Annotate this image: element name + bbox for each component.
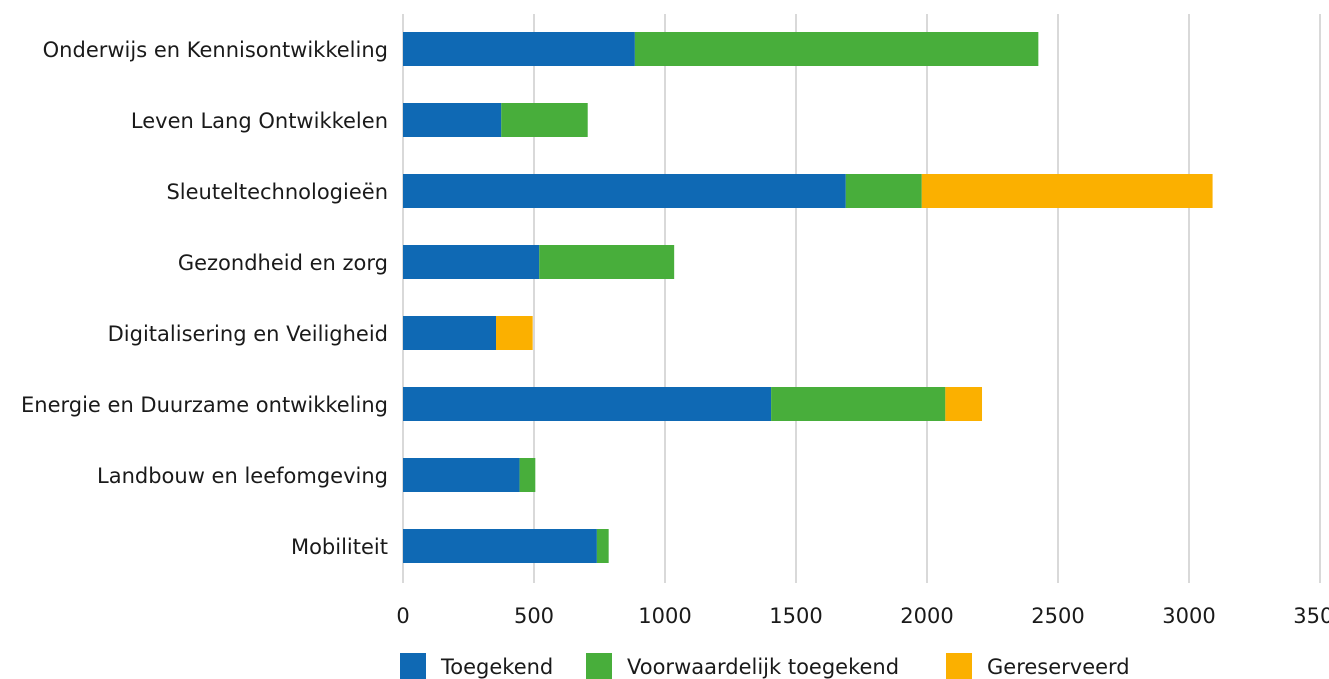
bar-segment [403,316,497,350]
bar-segment [519,458,536,492]
x-tick-label: 2500 [1031,604,1084,628]
bar-segment [596,529,609,563]
category-label: Leven Lang Ontwikkelen [131,109,388,133]
bar-segment [403,245,540,279]
category-label: Digitalisering en Veiligheid [108,322,388,346]
legend: Toegekend Voorwaardelijk toegekend Gereser… [400,653,1130,679]
bar-segment [921,174,1213,208]
category-labels: Onderwijs en Kennisontwikkeling Leven Lan… [21,38,388,559]
gridlines [402,14,1321,583]
legend-swatch [946,653,972,679]
bar-segment [539,245,675,279]
bar-segment [403,103,502,137]
bar-segment [403,387,772,421]
bar-segment [945,387,983,421]
legend-label: Gereserveerd [987,655,1130,679]
bar-segment [403,458,520,492]
bar-segment [496,316,533,350]
legend-swatch [400,653,426,679]
bar-segment [845,174,922,208]
bar-segment [771,387,946,421]
x-tick-label: 1500 [769,604,822,628]
category-label: Energie en Duurzame ontwikkeling [21,393,388,417]
x-tick-label: 3000 [1162,604,1215,628]
bar-segment [403,32,635,66]
legend-label: Voorwaardelijk toegekend [627,655,899,679]
category-label: Gezondheid en zorg [178,251,388,275]
bar-segment [403,174,846,208]
x-tick-labels: 0 500 1000 1500 2000 2500 3000 3500 [396,604,1329,628]
x-tick-label: 1000 [638,604,691,628]
x-tick-label: 0 [396,604,409,628]
bar-segment [634,32,1039,66]
legend-swatch [586,653,612,679]
category-label: Sleuteltechnologieën [166,180,388,204]
category-label: Landbouw en leefomgeving [97,464,388,488]
category-label: Mobiliteit [291,535,388,559]
bar-segment [501,103,588,137]
bar-segment [403,529,597,563]
x-tick-label: 3500 [1293,604,1329,628]
x-tick-label: 500 [514,604,554,628]
bars [403,32,1213,563]
x-tick-label: 2000 [900,604,953,628]
legend-label: Toegekend [440,655,553,679]
category-label: Onderwijs en Kennisontwikkeling [43,38,388,62]
